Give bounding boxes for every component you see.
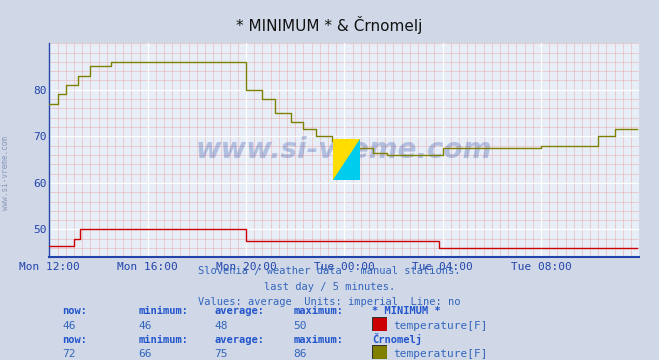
Text: * MINIMUM * & Črnomelj: * MINIMUM * & Črnomelj	[237, 16, 422, 34]
Text: * MINIMUM *: * MINIMUM *	[372, 306, 441, 316]
Text: average:: average:	[214, 335, 264, 345]
Text: www.si-vreme.com: www.si-vreme.com	[1, 136, 10, 210]
Text: Črnomelj: Črnomelj	[372, 333, 422, 345]
Polygon shape	[333, 139, 360, 180]
Text: 72: 72	[63, 349, 76, 359]
Text: 75: 75	[214, 349, 227, 359]
Text: 46: 46	[138, 321, 152, 332]
Text: maximum:: maximum:	[293, 306, 343, 316]
Text: Slovenia / weather data - manual stations.: Slovenia / weather data - manual station…	[198, 266, 461, 276]
Text: last day / 5 minutes.: last day / 5 minutes.	[264, 282, 395, 292]
Text: now:: now:	[63, 306, 88, 316]
Text: www.si-vreme.com: www.si-vreme.com	[196, 136, 492, 164]
Text: 46: 46	[63, 321, 76, 332]
Text: 50: 50	[293, 321, 306, 332]
Text: now:: now:	[63, 335, 88, 345]
Text: 86: 86	[293, 349, 306, 359]
Text: minimum:: minimum:	[138, 306, 188, 316]
Text: minimum:: minimum:	[138, 335, 188, 345]
Text: maximum:: maximum:	[293, 335, 343, 345]
Text: temperature[F]: temperature[F]	[393, 349, 488, 359]
Text: Values: average  Units: imperial  Line: no: Values: average Units: imperial Line: no	[198, 297, 461, 307]
Polygon shape	[333, 139, 360, 180]
Text: average:: average:	[214, 306, 264, 316]
Text: temperature[F]: temperature[F]	[393, 321, 488, 332]
Text: 66: 66	[138, 349, 152, 359]
Text: 48: 48	[214, 321, 227, 332]
